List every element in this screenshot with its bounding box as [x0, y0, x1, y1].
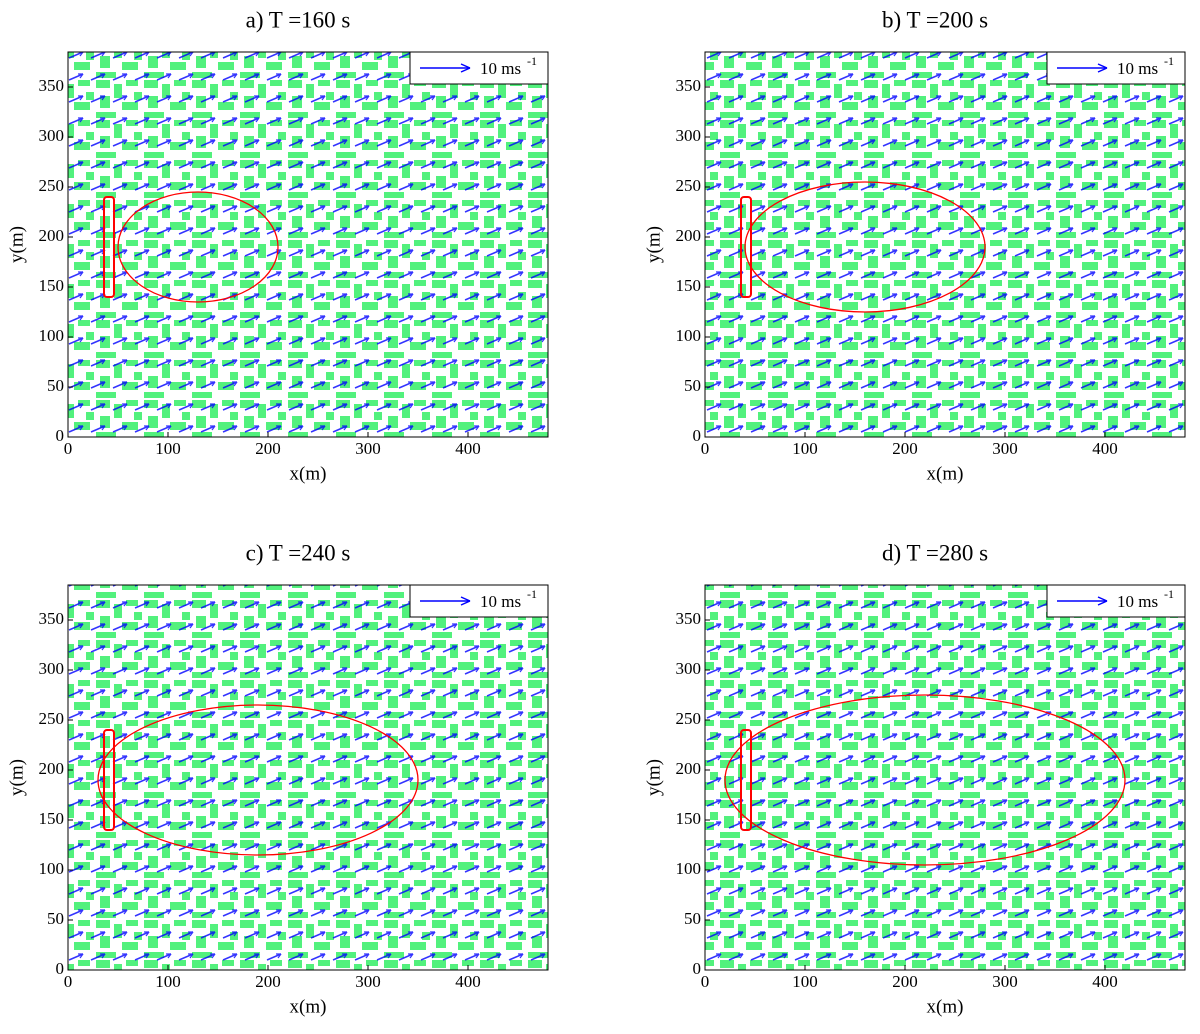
vector-field [68, 52, 548, 437]
x-axis-label: x(m) [927, 463, 964, 484]
source-outline [103, 729, 115, 831]
y-tick-label: 150 [676, 809, 702, 828]
legend-arrowhead [460, 596, 471, 606]
y-tick-label: 300 [676, 126, 702, 145]
y-tick-label: 200 [39, 759, 65, 778]
x-tick-label: 100 [792, 439, 818, 458]
y-tick-label: 50 [47, 909, 64, 928]
y-axis-label: y(m) [6, 759, 27, 796]
x-axis-label: x(m) [290, 996, 327, 1017]
legend-label: 10 ms [480, 59, 521, 78]
axes-frame [704, 584, 1186, 971]
axes-frame [67, 584, 549, 971]
y-tick-label: 250 [676, 709, 702, 728]
x-tick-label: 100 [155, 439, 181, 458]
source-outline [740, 196, 752, 298]
y-axis-label: y(m) [643, 759, 664, 796]
contour [724, 694, 1126, 866]
source-outline [103, 196, 115, 298]
x-tick-label: 200 [892, 439, 918, 458]
x-tick-label: 300 [355, 972, 381, 991]
y-axis-label: y(m) [6, 226, 27, 263]
y-tick-label: 350 [39, 76, 65, 95]
vector-field [705, 585, 1185, 970]
y-tick-label: 100 [39, 859, 65, 878]
x-tick-label: 300 [992, 972, 1018, 991]
x-tick-label: 300 [992, 439, 1018, 458]
y-tick-label: 150 [39, 809, 65, 828]
y-tick-label: 100 [676, 859, 702, 878]
legend-superscript: -1 [1164, 587, 1174, 601]
y-tick-label: 350 [39, 609, 65, 628]
y-tick-label: 0 [693, 959, 702, 978]
legend-superscript: -1 [1164, 54, 1174, 68]
y-tick-label: 350 [676, 609, 702, 628]
y-axis-label: y(m) [643, 226, 664, 263]
x-tick-label: 0 [64, 439, 73, 458]
x-tick-label: 0 [64, 972, 73, 991]
x-tick-label: 400 [455, 439, 481, 458]
y-tick-label: 150 [676, 276, 702, 295]
x-tick-label: 200 [255, 972, 281, 991]
axes-frame [67, 51, 549, 438]
legend-arrowhead [1097, 63, 1108, 73]
x-tick-label: 200 [255, 439, 281, 458]
y-tick-label: 0 [56, 426, 65, 445]
y-tick-label: 50 [47, 376, 64, 395]
legend-label: 10 ms [1117, 592, 1158, 611]
x-tick-label: 100 [792, 972, 818, 991]
y-tick-label: 0 [56, 959, 65, 978]
legend-superscript: -1 [527, 587, 537, 601]
y-tick-label: 50 [684, 376, 701, 395]
y-tick-label: 0 [693, 426, 702, 445]
y-tick-label: 150 [39, 276, 65, 295]
y-tick-label: 300 [676, 659, 702, 678]
y-tick-label: 100 [676, 326, 702, 345]
legend-arrowhead [460, 63, 471, 73]
y-tick-label: 350 [676, 76, 702, 95]
chart-title: a) T =160 s [246, 7, 351, 32]
x-tick-label: 300 [355, 439, 381, 458]
y-tick-label: 250 [39, 709, 65, 728]
y-tick-label: 300 [39, 126, 65, 145]
legend-arrowhead [1097, 596, 1108, 606]
x-tick-label: 0 [701, 972, 710, 991]
source-outline [740, 729, 752, 831]
legend-label: 10 ms [1117, 59, 1158, 78]
contour [744, 181, 986, 313]
y-tick-label: 300 [39, 659, 65, 678]
y-tick-label: 250 [39, 176, 65, 195]
contour [97, 704, 419, 856]
y-tick-label: 200 [676, 759, 702, 778]
y-tick-label: 50 [684, 909, 701, 928]
x-tick-label: 200 [892, 972, 918, 991]
legend-superscript: -1 [527, 54, 537, 68]
vector-field [68, 585, 548, 970]
x-axis-label: x(m) [290, 463, 327, 484]
x-tick-label: 400 [455, 972, 481, 991]
x-tick-label: 400 [1092, 439, 1118, 458]
chart-title: b) T =200 s [882, 7, 988, 32]
y-tick-label: 200 [676, 226, 702, 245]
legend-label: 10 ms [480, 592, 521, 611]
chart-title: c) T =240 s [246, 540, 351, 565]
y-tick-label: 100 [39, 326, 65, 345]
x-tick-label: 400 [1092, 972, 1118, 991]
y-tick-label: 250 [676, 176, 702, 195]
axes-frame [704, 51, 1186, 438]
vector-field [705, 52, 1185, 437]
x-tick-label: 0 [701, 439, 710, 458]
chart-title: d) T =280 s [882, 540, 988, 565]
contour [117, 191, 279, 303]
y-tick-label: 200 [39, 226, 65, 245]
x-axis-label: x(m) [927, 996, 964, 1017]
x-tick-label: 100 [155, 972, 181, 991]
